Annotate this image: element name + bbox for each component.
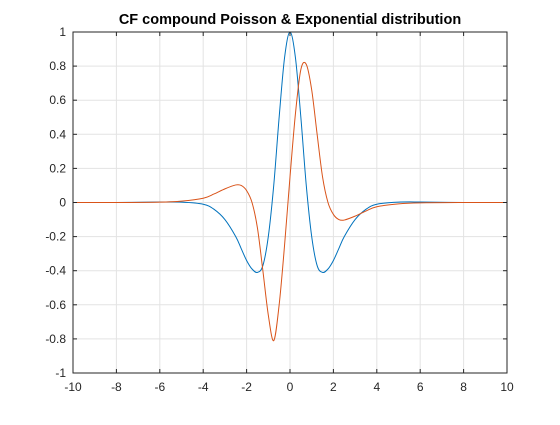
- x-tick-label: 2: [330, 380, 337, 394]
- series-line-2: [72, 61, 508, 342]
- x-tick-label: -4: [198, 380, 209, 394]
- y-tick-label: -0.8: [45, 332, 66, 346]
- y-tick-label: -0.6: [45, 298, 66, 312]
- x-tick-label: -2: [241, 380, 252, 394]
- x-tick-label: -10: [64, 380, 82, 394]
- x-tick-label: 8: [460, 380, 467, 394]
- x-tick-label: -8: [111, 380, 122, 394]
- y-tick-label: 0: [59, 196, 66, 210]
- x-axis: -10 -8 -6 -4 -2 0 2 4 6 8 10: [64, 32, 514, 394]
- x-tick-label: 6: [417, 380, 424, 394]
- y-tick-label: 0.4: [49, 127, 66, 141]
- x-tick-label: 0: [287, 380, 294, 394]
- y-tick-label: -1: [55, 366, 66, 380]
- y-tick-label: -0.4: [45, 264, 66, 278]
- y-tick-label: 0.2: [49, 161, 66, 175]
- x-tick-label: 10: [500, 380, 514, 394]
- x-tick-label: -6: [154, 380, 165, 394]
- y-axis: -1 -0.8 -0.6 -0.4 -0.2 0 0.2 0.4 0.6 0.8 1: [45, 25, 507, 380]
- chart-title: CF compound Poisson & Exponential distri…: [119, 12, 461, 28]
- x-tick-label: 4: [373, 380, 380, 394]
- y-tick-label: 0.6: [49, 93, 66, 107]
- y-tick-label: 1: [59, 25, 66, 39]
- y-tick-label: 0.8: [49, 59, 66, 73]
- y-tick-label: -0.2: [45, 230, 66, 244]
